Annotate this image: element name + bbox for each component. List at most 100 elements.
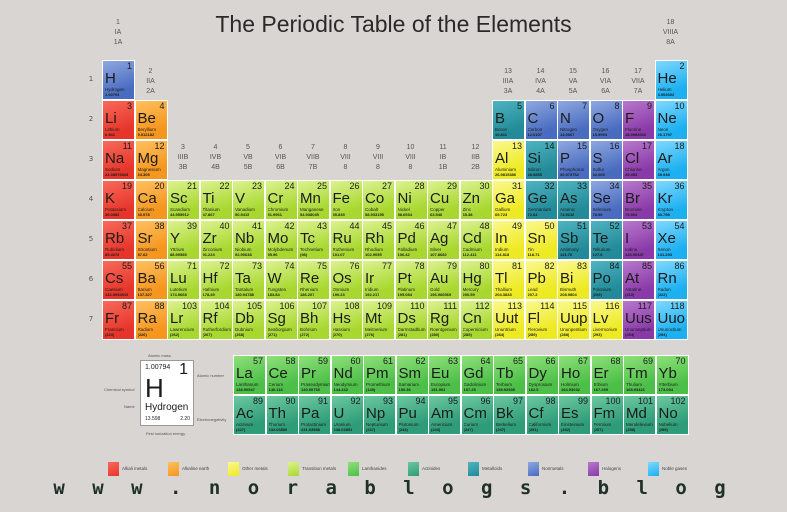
element-hydrogen: 1 H Hydrogen 1.00794 [102,60,135,100]
atomic-number: 44 [349,221,360,231]
element-name: Carbon [527,127,543,132]
element-name: Krypton [657,207,674,212]
element-symbol: Sb [560,230,579,247]
atomic-mass: 1.00794 [105,92,120,97]
atomic-number: 79 [446,261,457,271]
element-name: Ytterbium [658,382,678,387]
element-symbol: Mt [365,310,382,327]
group-header-18: 18 VIIIA 8A [655,18,687,48]
element-fluorine: 9 F Fluorine 18.9984032 [622,100,655,140]
atomic-mass: 6.941 [105,132,116,137]
element-symbol: Y [170,230,181,247]
atomic-number: 105 [246,301,262,311]
atomic-number: 92 [350,396,361,406]
group-cas: 4A [536,88,545,95]
element-name: Lead [527,287,538,292]
element-hassium: 108 Hs Hassium (270) [329,300,363,340]
atomic-number: 67 [577,356,588,366]
atomic-number: 114 [540,301,555,311]
atomic-mass: 112.411 [462,252,477,257]
legend-label: Lanthanides [362,466,387,471]
legend-label: Alkaline earth [182,466,210,471]
element-symbol: Kr [657,190,673,207]
element-name: Sulfur [592,167,605,172]
element-argon: 18 Ar Argon 39.948 [654,140,688,180]
atomic-number: 88 [154,301,165,311]
element-symbol: Cu [430,190,450,207]
element-meitnerium: 109 Mt Meitnerium (276) [362,300,395,340]
legend-label: Transition metals [302,466,337,471]
group-roman: IIB [471,154,480,161]
element-terbium: 65 Tb Terbium 158.92535 [493,355,526,395]
group-number: 6 [278,144,283,151]
group-header-10: 10 VIII 8 [395,143,427,173]
atomic-number: 101 [637,396,653,406]
element-symbol: Sm [398,365,422,382]
atomic-mass: (262) [170,332,180,337]
element-name: Selenium [592,207,612,212]
element-symbol: K [105,190,116,207]
legend-label: Nonmetals [542,466,564,471]
legend-swatch [228,462,239,476]
element-symbol: Pm [366,365,389,382]
element-iron: 26 Fe Iron 55.845 [329,180,363,220]
element-silver: 47 Ag Silver 107.8682 [427,220,460,260]
element-symbol: Cm [463,405,487,422]
element-symbol: Pt [397,270,412,287]
period-label-5: 5 [88,235,94,243]
atomic-number: 77 [381,261,392,271]
atomic-number: 28 [414,181,425,191]
atomic-number: 18 [674,141,685,151]
element-name: Manganese [300,207,324,212]
atomic-mass: (294) [625,332,635,337]
group-roman: IIIA [502,78,514,85]
group-number: 2 [148,68,153,75]
element-symbol: W [267,270,282,287]
group-cas: 6B [276,164,285,171]
element-symbol: U [333,405,345,422]
atomic-number: 27 [381,181,392,191]
element-gallium: 31 Ga Gallium 69.723 [492,180,525,220]
atomic-mass: 28.0855 [527,172,542,177]
atomic-number: 107 [311,301,327,311]
key-atomic-mass-label: Atomic mass [148,353,171,358]
element-symbol: Lu [170,270,187,287]
element-symbol: Sg [267,310,286,327]
element-europium: 63 Eu Europium 151.964 [428,355,461,395]
group-cas: 6A [601,88,610,95]
group-number: 4 [213,144,218,151]
atomic-mass: 50.9415 [235,212,250,217]
element-name: Lutetium [170,287,188,292]
element-name: Osmium [332,287,350,292]
element-lead: 82 Pb Lead 207.2 [524,260,558,300]
atomic-mass: 30.973762 [560,172,579,177]
element-name: Gallium [495,207,511,212]
element-name: Titanium [202,207,220,212]
atomic-number: 53 [641,221,652,231]
atomic-mass: (259) [658,427,668,432]
element-symbol: As [560,190,578,207]
legend-swatch [468,462,479,476]
atomic-mass: 196.966569 [430,292,452,297]
element-gold: 79 Au Gold 196.966569 [427,260,460,300]
element-symbol: Zr [202,230,217,247]
atomic-number: 22 [219,181,230,191]
atomic-mass: (289) [527,332,537,337]
element-name: Radium [137,327,154,332]
atomic-number: 115 [572,301,587,311]
group-header-12: 12 IIB 2B [460,143,492,173]
element-name: Nickel [397,207,410,212]
atomic-number: 99 [577,396,588,406]
element-symbol: Uus [625,310,652,327]
element-thulium: 69 Tm Thulium 168.93421 [623,355,656,395]
atomic-mass: (145) [366,387,376,392]
element-name: Helium [657,87,672,92]
atomic-number: 78 [414,261,425,271]
group-header-13: 13 IIIA 3A [492,67,524,97]
element-name: Copper [430,207,445,212]
atomic-number: 50 [544,221,555,231]
element-name: Boron [495,127,508,132]
element-yttrium: 39 Y Yttrium 88.90585 [167,220,200,260]
atomic-number: 8 [614,101,620,111]
element-name: Tungsten [267,287,287,292]
